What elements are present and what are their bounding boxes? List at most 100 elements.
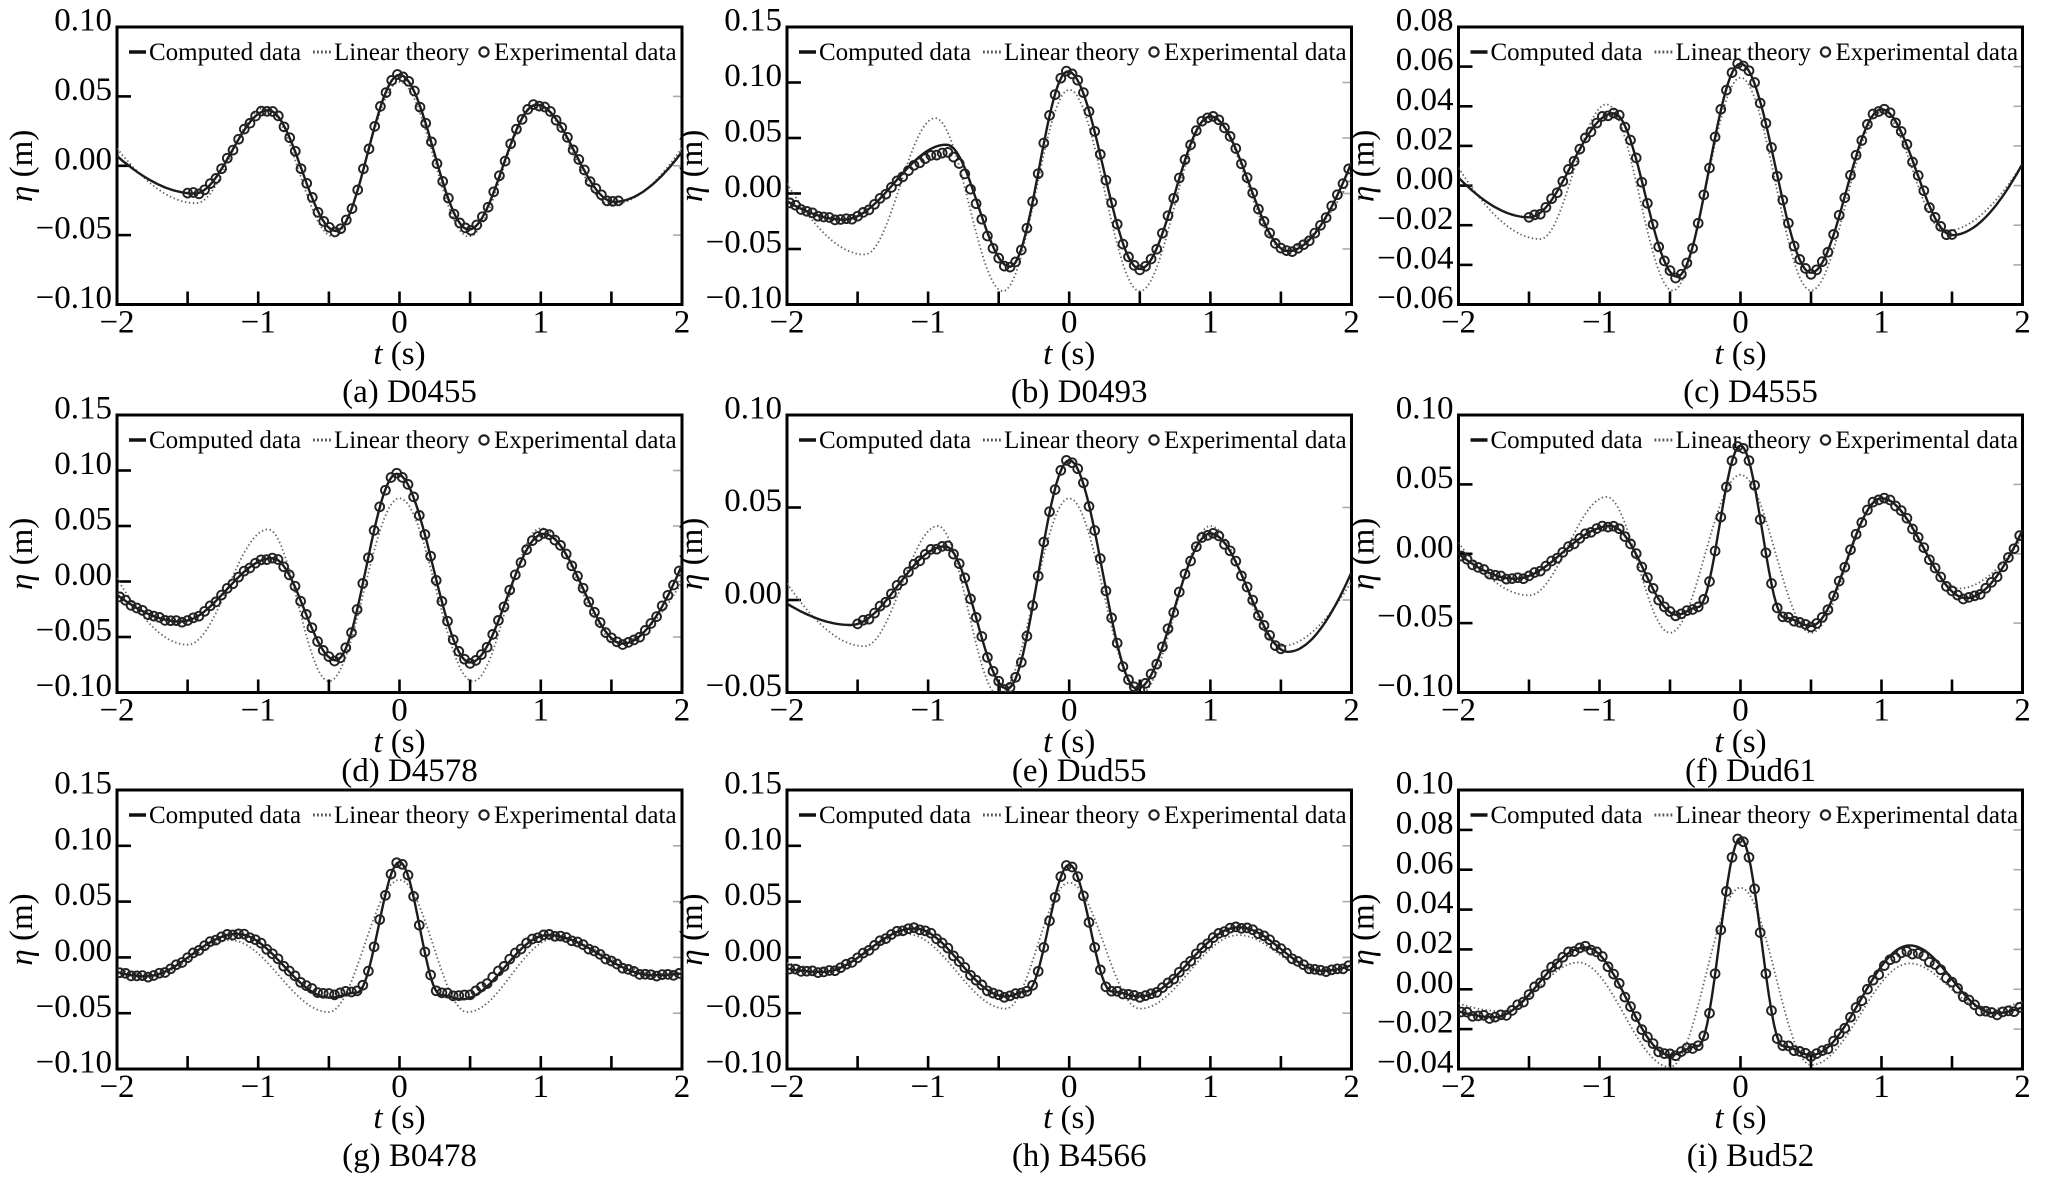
svg-text:−1: −1 bbox=[241, 693, 276, 729]
svg-text:0: 0 bbox=[1732, 693, 1749, 729]
svg-text:Experimental data: Experimental data bbox=[1836, 802, 2019, 829]
svg-text:−1: −1 bbox=[911, 1069, 946, 1105]
svg-text:−1: −1 bbox=[241, 305, 276, 341]
svg-text:−2: −2 bbox=[769, 305, 804, 341]
svg-text:0: 0 bbox=[1732, 305, 1749, 341]
svg-text:0.10: 0.10 bbox=[724, 821, 782, 857]
svg-text:Experimental data: Experimental data bbox=[1164, 39, 1347, 66]
svg-text:−0.10: −0.10 bbox=[36, 1045, 112, 1081]
svg-text:−0.10: −0.10 bbox=[706, 280, 782, 316]
svg-text:(b) D0493: (b) D0493 bbox=[1011, 374, 1148, 410]
svg-text:1: 1 bbox=[1202, 305, 1219, 341]
svg-text:Linear theory: Linear theory bbox=[1676, 427, 1812, 454]
svg-text:1: 1 bbox=[1873, 693, 1890, 729]
svg-text:−2: −2 bbox=[1441, 1069, 1476, 1105]
svg-text:−2: −2 bbox=[769, 693, 804, 729]
svg-text:Computed data: Computed data bbox=[149, 427, 301, 454]
svg-text:Experimental data: Experimental data bbox=[494, 39, 677, 66]
svg-text:−0.10: −0.10 bbox=[706, 1045, 782, 1081]
svg-text:η (m): η (m) bbox=[4, 130, 40, 202]
svg-text:−0.05: −0.05 bbox=[36, 989, 112, 1025]
svg-text:1: 1 bbox=[533, 1069, 550, 1105]
svg-text:Computed data: Computed data bbox=[149, 39, 301, 66]
svg-text:Experimental data: Experimental data bbox=[494, 427, 677, 454]
svg-text:1: 1 bbox=[1873, 1069, 1890, 1105]
svg-text:η (m): η (m) bbox=[674, 893, 710, 965]
svg-text:0.10: 0.10 bbox=[724, 58, 782, 94]
svg-text:Linear theory: Linear theory bbox=[334, 427, 470, 454]
svg-text:−0.05: −0.05 bbox=[1377, 599, 1453, 635]
svg-text:−2: −2 bbox=[99, 305, 134, 341]
svg-text:0.02: 0.02 bbox=[1396, 925, 1454, 961]
svg-text:−0.05: −0.05 bbox=[36, 211, 112, 247]
svg-text:Experimental data: Experimental data bbox=[1836, 427, 2019, 454]
svg-text:0.10: 0.10 bbox=[54, 3, 112, 39]
svg-text:0.05: 0.05 bbox=[724, 114, 782, 150]
svg-text:(f) Dud61: (f) Dud61 bbox=[1685, 753, 1816, 789]
svg-text:0.00: 0.00 bbox=[724, 933, 782, 969]
svg-text:Computed data: Computed data bbox=[819, 802, 971, 829]
svg-text:Computed data: Computed data bbox=[1491, 802, 1643, 829]
svg-text:−0.02: −0.02 bbox=[1377, 201, 1453, 237]
svg-text:Linear theory: Linear theory bbox=[334, 39, 470, 66]
svg-text:−1: −1 bbox=[1582, 1069, 1617, 1105]
svg-text:−0.05: −0.05 bbox=[706, 225, 782, 261]
svg-text:−0.04: −0.04 bbox=[1377, 240, 1453, 276]
svg-text:0.05: 0.05 bbox=[724, 483, 782, 519]
svg-text:−0.06: −0.06 bbox=[1377, 280, 1453, 316]
svg-text:Computed data: Computed data bbox=[819, 427, 971, 454]
svg-text:−1: −1 bbox=[1582, 305, 1617, 341]
svg-text:t (s): t (s) bbox=[1043, 724, 1095, 760]
svg-text:−2: −2 bbox=[769, 1069, 804, 1105]
svg-text:0.04: 0.04 bbox=[1396, 885, 1454, 921]
svg-text:Computed data: Computed data bbox=[1491, 39, 1643, 66]
svg-text:0: 0 bbox=[1061, 305, 1078, 341]
svg-text:t (s): t (s) bbox=[1043, 1100, 1095, 1136]
svg-text:η (m): η (m) bbox=[1346, 130, 1382, 202]
svg-text:Computed data: Computed data bbox=[819, 39, 971, 66]
svg-text:0.00: 0.00 bbox=[54, 141, 112, 177]
svg-text:−0.02: −0.02 bbox=[1377, 1005, 1453, 1041]
svg-text:0: 0 bbox=[391, 305, 408, 341]
svg-text:−1: −1 bbox=[241, 1069, 276, 1105]
svg-text:−0.10: −0.10 bbox=[36, 280, 112, 316]
svg-text:0: 0 bbox=[391, 693, 408, 729]
svg-text:−1: −1 bbox=[1582, 693, 1617, 729]
svg-text:0.05: 0.05 bbox=[1396, 460, 1454, 496]
svg-text:−0.10: −0.10 bbox=[36, 668, 112, 704]
svg-text:0.08: 0.08 bbox=[1396, 3, 1454, 39]
svg-text:Computed data: Computed data bbox=[1491, 427, 1643, 454]
svg-text:η (m): η (m) bbox=[4, 893, 40, 965]
svg-text:Experimental data: Experimental data bbox=[1164, 427, 1347, 454]
svg-text:2: 2 bbox=[2014, 693, 2031, 729]
svg-text:0: 0 bbox=[1061, 1069, 1078, 1105]
svg-text:0.00: 0.00 bbox=[1396, 529, 1454, 565]
svg-text:Linear theory: Linear theory bbox=[1004, 802, 1140, 829]
svg-text:(h) B4566: (h) B4566 bbox=[1012, 1138, 1147, 1174]
svg-text:0: 0 bbox=[1732, 1069, 1749, 1105]
svg-text:(a) D0455: (a) D0455 bbox=[342, 374, 477, 410]
svg-text:Linear theory: Linear theory bbox=[334, 802, 470, 829]
svg-text:η (m): η (m) bbox=[1346, 518, 1382, 590]
svg-text:2: 2 bbox=[1343, 305, 1360, 341]
svg-text:Experimental data: Experimental data bbox=[1836, 39, 2019, 66]
svg-text:(d) D4578: (d) D4578 bbox=[341, 753, 478, 789]
svg-text:0.04: 0.04 bbox=[1396, 82, 1454, 118]
svg-text:t (s): t (s) bbox=[373, 1100, 425, 1136]
svg-text:0.05: 0.05 bbox=[724, 877, 782, 913]
svg-text:0.00: 0.00 bbox=[724, 169, 782, 205]
svg-text:Experimental data: Experimental data bbox=[1164, 802, 1347, 829]
svg-text:η (m): η (m) bbox=[1346, 893, 1382, 965]
svg-text:−2: −2 bbox=[1441, 305, 1476, 341]
svg-text:(e) Dud55: (e) Dud55 bbox=[1012, 753, 1147, 789]
svg-text:1: 1 bbox=[1202, 693, 1219, 729]
svg-text:Linear theory: Linear theory bbox=[1676, 802, 1812, 829]
svg-text:t (s): t (s) bbox=[1043, 336, 1095, 372]
svg-text:0.00: 0.00 bbox=[54, 557, 112, 593]
svg-text:0.15: 0.15 bbox=[724, 3, 782, 39]
svg-text:0.15: 0.15 bbox=[54, 766, 112, 802]
svg-text:Experimental data: Experimental data bbox=[494, 802, 677, 829]
svg-text:−0.05: −0.05 bbox=[36, 613, 112, 649]
svg-text:2: 2 bbox=[1343, 693, 1360, 729]
svg-text:0.15: 0.15 bbox=[54, 391, 112, 427]
